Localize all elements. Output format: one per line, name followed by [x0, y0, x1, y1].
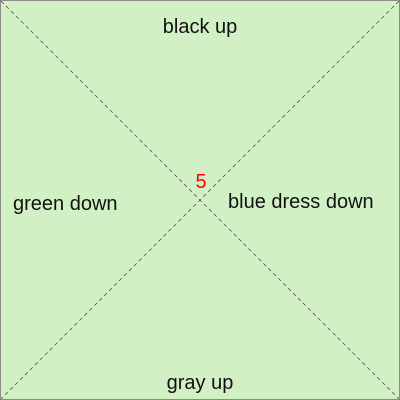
zone-bottom-label[interactable]: gray up: [166, 372, 234, 394]
center-number: 5: [195, 171, 207, 193]
zone-right-label[interactable]: blue dress down: [228, 191, 374, 213]
zone-top-label[interactable]: black up: [162, 16, 238, 38]
zone-left-label[interactable]: green down: [13, 193, 118, 215]
